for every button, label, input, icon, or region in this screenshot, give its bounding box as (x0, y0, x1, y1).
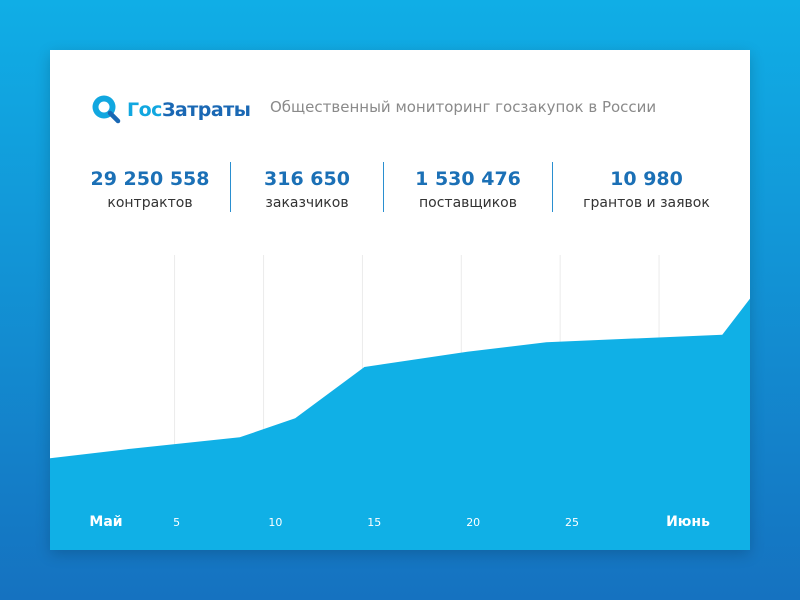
stat-customers-label: заказчиков (265, 195, 349, 211)
magnifier-logo-icon (92, 95, 121, 124)
logo-text-part2: Затраты (161, 98, 251, 121)
logo-text: ГосЗатраты (127, 98, 251, 121)
stat-divider (383, 162, 384, 212)
stat-contracts: 29 250 558 контрактов (70, 162, 230, 217)
stat-divider (552, 162, 553, 212)
stats-row: 29 250 558 контрактов 316 650 заказчиков… (70, 162, 740, 217)
x-tick-label: Июнь (666, 514, 710, 530)
stat-contracts-label: контрактов (107, 195, 193, 211)
stat-customers-value: 316 650 (264, 168, 350, 190)
stat-grants-value: 10 980 (610, 168, 683, 190)
card: ГосЗатраты Общественный мониторинг госза… (50, 50, 750, 550)
stat-suppliers: 1 530 476 поставщиков (384, 162, 552, 217)
stat-divider (230, 162, 231, 212)
stat-grants: 10 980 грантов и заявок (553, 162, 740, 217)
stat-grants-label: грантов и заявок (583, 195, 710, 211)
x-tick-label: 5 (173, 516, 180, 529)
stat-contracts-value: 29 250 558 (90, 168, 210, 190)
x-tick-label: 10 (268, 516, 282, 529)
logo[interactable]: ГосЗатраты (90, 93, 251, 127)
area-chart: Май 5 10 15 20 25 Июнь (50, 255, 750, 550)
x-tick-label: Май (89, 514, 122, 530)
x-tick-label: 20 (466, 516, 480, 529)
logo-text-part1: Гос (127, 98, 162, 121)
stat-suppliers-label: поставщиков (419, 195, 517, 211)
stat-customers: 316 650 заказчиков (231, 162, 383, 217)
stat-suppliers-value: 1 530 476 (415, 168, 521, 190)
chart-area-series (50, 298, 750, 500)
tagline: Общественный мониторинг госзакупок в Рос… (270, 98, 657, 116)
header: ГосЗатраты (90, 90, 251, 130)
chart-bottom-band (50, 500, 750, 550)
x-tick-label: 25 (565, 516, 579, 529)
chart-x-axis: Май 5 10 15 20 25 Июнь (89, 514, 710, 530)
x-tick-label: 15 (367, 516, 381, 529)
